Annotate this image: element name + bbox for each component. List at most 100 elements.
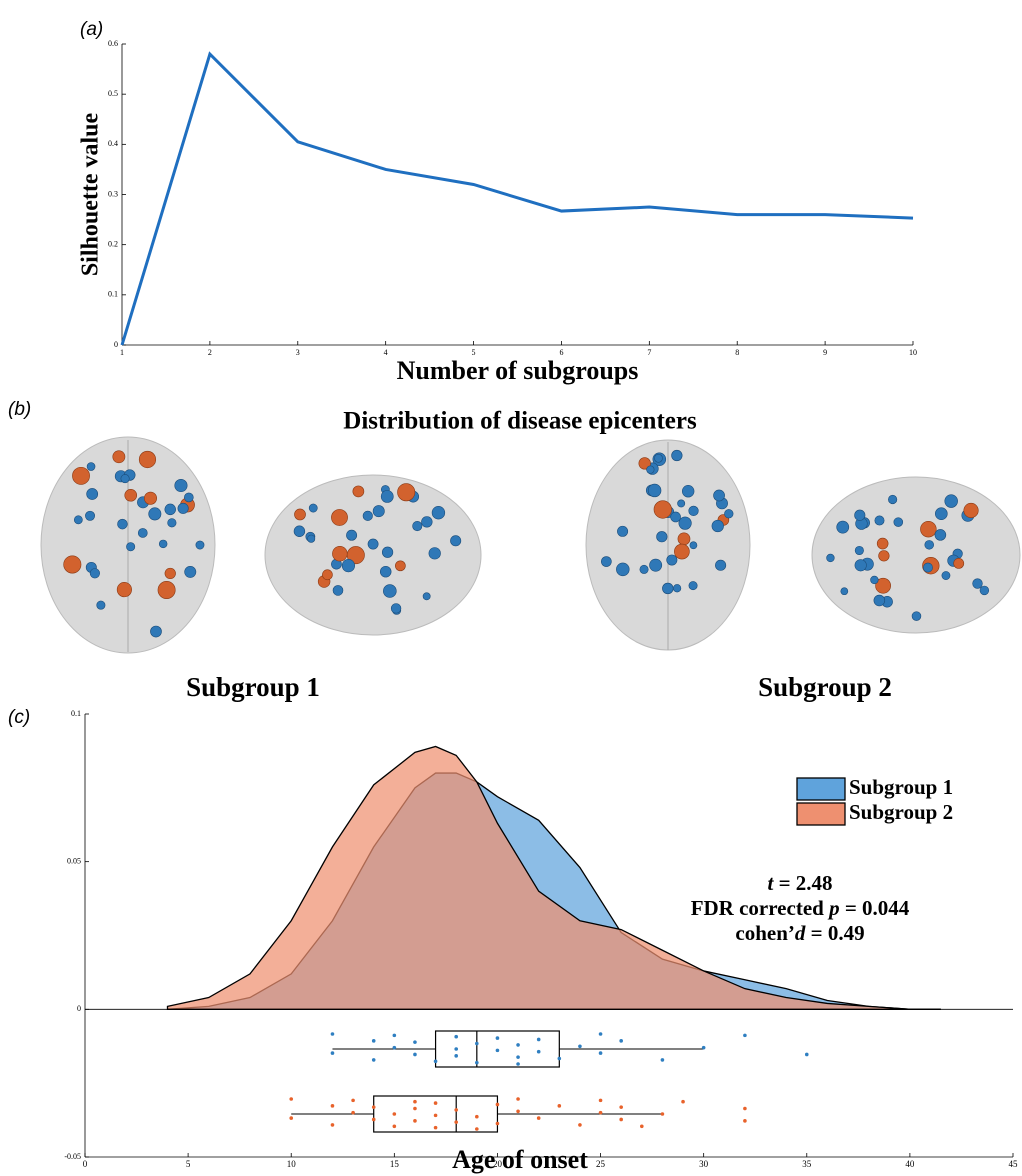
- brain-node: [96, 600, 106, 610]
- brain-node: [112, 450, 126, 464]
- panel-label: (b): [8, 399, 31, 420]
- brain-node: [689, 541, 698, 550]
- panel-title: Distribution of disease epicenters: [343, 408, 697, 435]
- point: [413, 1099, 417, 1104]
- brain-node: [711, 519, 724, 533]
- brain-node: [656, 531, 668, 543]
- annotation-part: = 0.044: [840, 896, 910, 920]
- brain-node: [362, 510, 373, 521]
- brain-node: [674, 543, 690, 560]
- brain-node: [972, 578, 983, 589]
- x-tick-label: 9: [823, 348, 827, 357]
- point: [454, 1108, 459, 1112]
- point: [475, 1114, 479, 1119]
- point: [371, 1117, 376, 1122]
- brain-node: [126, 542, 136, 552]
- brain-node: [876, 537, 889, 550]
- brain-node: [331, 509, 348, 526]
- point: [495, 1036, 500, 1040]
- legend-swatch: [796, 777, 846, 801]
- annotation-part: = 0.49: [805, 921, 864, 945]
- brain-node: [920, 520, 937, 538]
- point: [413, 1040, 417, 1044]
- brain-node: [911, 611, 922, 621]
- brain-node: [601, 556, 612, 567]
- brain-node: [380, 490, 394, 503]
- y-tick-label: 0.1: [71, 709, 81, 718]
- brain-node: [639, 564, 649, 574]
- point: [454, 1054, 459, 1058]
- point: [433, 1113, 438, 1118]
- point: [413, 1119, 417, 1123]
- brain-node: [878, 550, 890, 562]
- y-tick-label: 0.05: [67, 856, 81, 865]
- point: [598, 1051, 603, 1055]
- brain-node: [840, 587, 849, 596]
- y-tick-label: 0: [114, 340, 118, 349]
- y-tick-label: 0.3: [108, 189, 118, 198]
- brain-node: [672, 584, 682, 593]
- point: [536, 1049, 541, 1054]
- brain-node: [677, 499, 686, 508]
- y-tick-label: 0.4: [108, 139, 118, 148]
- point: [289, 1097, 294, 1101]
- point: [454, 1120, 459, 1124]
- brain-node: [157, 581, 176, 599]
- brain-side: [811, 476, 1021, 634]
- point: [371, 1039, 376, 1043]
- brain-node: [662, 582, 674, 595]
- brain-node: [397, 483, 416, 502]
- x-tick-label: 2: [208, 348, 212, 357]
- brain-node: [854, 509, 866, 521]
- brain-node: [372, 505, 385, 518]
- point: [557, 1056, 562, 1061]
- point: [640, 1124, 644, 1129]
- brain-node: [647, 483, 662, 498]
- point: [743, 1033, 747, 1038]
- point: [392, 1045, 397, 1050]
- annotation-part: = 2.48: [773, 871, 832, 895]
- brain-node: [137, 528, 148, 538]
- y-tick-label: -0.05: [64, 1152, 81, 1161]
- point: [392, 1033, 397, 1038]
- point: [516, 1055, 520, 1059]
- brain-node: [715, 559, 727, 571]
- brain-node: [167, 518, 177, 528]
- y-tick-label: 0: [77, 1004, 81, 1013]
- brain-node: [944, 494, 958, 508]
- brain-node: [150, 625, 162, 638]
- legend-swatch: [796, 802, 846, 826]
- point: [475, 1041, 479, 1046]
- brain-node: [174, 478, 188, 493]
- point: [743, 1119, 747, 1123]
- x-tick-label: 6: [559, 348, 563, 357]
- brain-node: [923, 562, 933, 573]
- brain-node: [86, 488, 99, 500]
- brain-node: [124, 488, 138, 502]
- brain-node: [670, 511, 681, 523]
- x-tick-label: 10: [909, 348, 917, 357]
- x-axis-label: Age of onset: [452, 1145, 588, 1174]
- point: [351, 1110, 355, 1115]
- brain-node: [854, 559, 867, 572]
- x-tick-label: 45: [1009, 1159, 1019, 1169]
- brain-node: [148, 507, 162, 521]
- point: [392, 1112, 397, 1116]
- annotation-part: d: [795, 921, 806, 945]
- y-tick-label: 0.1: [108, 290, 118, 299]
- brain-node: [450, 535, 462, 547]
- brain-node: [85, 510, 96, 521]
- point: [516, 1062, 520, 1066]
- point: [701, 1045, 706, 1050]
- brain-node: [953, 558, 965, 569]
- annotation: FDR corrected p = 0.044: [691, 896, 910, 920]
- brain-node: [346, 529, 358, 541]
- x-tick-label: 30: [699, 1159, 709, 1169]
- legend-label: Subgroup 1: [849, 775, 953, 799]
- y-tick-label: 0.5: [108, 89, 118, 98]
- brain-node: [671, 449, 683, 462]
- brain-node: [367, 538, 379, 550]
- brain-node: [73, 515, 83, 525]
- brain-node: [873, 594, 886, 607]
